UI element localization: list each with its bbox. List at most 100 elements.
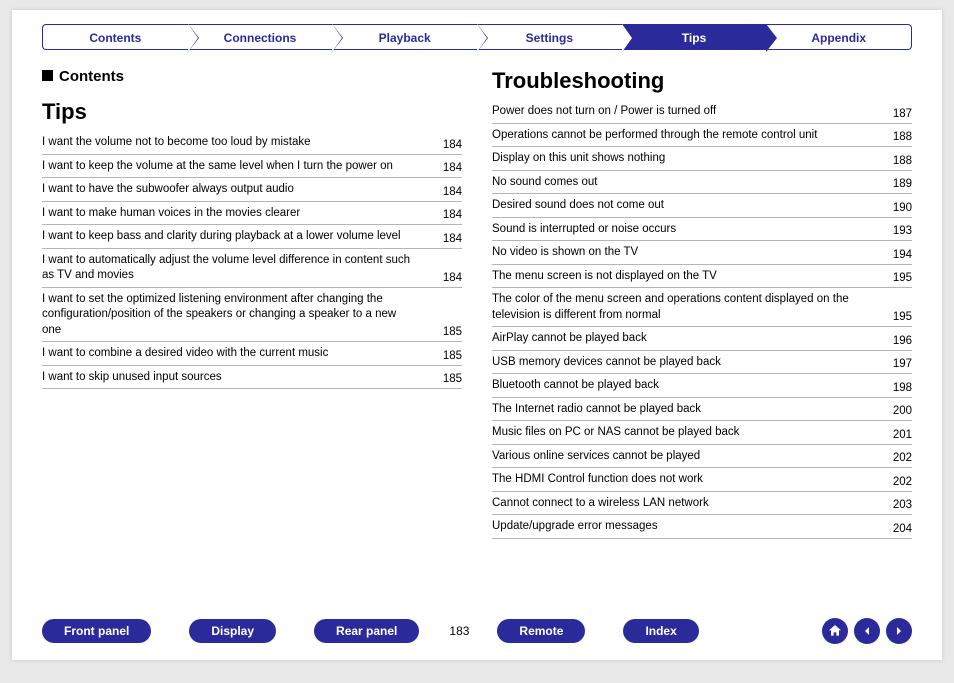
troubleshooting-page: 193 (878, 225, 912, 237)
troubleshooting-page: 188 (878, 131, 912, 143)
troubleshooting-label: Display on this unit shows nothing (492, 151, 868, 167)
tips-list: I want the volume not to become too loud… (42, 131, 462, 389)
content-columns: Contents Tips I want the volume not to b… (12, 50, 942, 539)
troubleshooting-row[interactable]: Bluetooth cannot be played back 198 (492, 374, 912, 398)
troubleshooting-page: 200 (878, 405, 912, 417)
tips-label: I want to skip unused input sources (42, 370, 418, 386)
troubleshooting-row[interactable]: Sound is interrupted or noise occurs 193 (492, 218, 912, 242)
tab-contents[interactable]: Contents (42, 24, 188, 50)
tips-page: 184 (428, 139, 462, 151)
top-tabs: ContentsConnectionsPlaybackSettingsTipsA… (12, 10, 942, 50)
footer-front-panel-button[interactable]: Front panel (42, 619, 151, 643)
right-column: Troubleshooting Power does not turn on /… (492, 60, 912, 539)
tab-appendix[interactable]: Appendix (766, 24, 912, 50)
tab-playback[interactable]: Playback (332, 24, 477, 50)
troubleshooting-row[interactable]: Various online services cannot be played… (492, 445, 912, 469)
troubleshooting-label: Power does not turn on / Power is turned… (492, 104, 868, 120)
footer-index-button[interactable]: Index (623, 619, 698, 643)
tips-row[interactable]: I want to keep bass and clarity during p… (42, 225, 462, 249)
tips-page: 185 (428, 350, 462, 362)
troubleshooting-page: 187 (878, 108, 912, 120)
troubleshooting-page: 204 (878, 523, 912, 535)
troubleshooting-row[interactable]: The Internet radio cannot be played back… (492, 398, 912, 422)
troubleshooting-label: The Internet radio cannot be played back (492, 402, 868, 418)
troubleshooting-page: 197 (878, 358, 912, 370)
tips-label: I want the volume not to become too loud… (42, 135, 418, 151)
troubleshooting-label: The menu screen is not displayed on the … (492, 269, 868, 285)
troubleshooting-row[interactable]: Music files on PC or NAS cannot be playe… (492, 421, 912, 445)
section-marker-text: Contents (59, 68, 124, 85)
troubleshooting-page: 198 (878, 382, 912, 394)
troubleshooting-page: 196 (878, 335, 912, 347)
troubleshooting-row[interactable]: Operations cannot be performed through t… (492, 124, 912, 148)
tips-page: 184 (428, 186, 462, 198)
tips-label: I want to combine a desired video with t… (42, 346, 418, 362)
troubleshooting-label: The HDMI Control function does not work (492, 472, 868, 488)
home-icon[interactable] (822, 618, 848, 644)
troubleshooting-label: Operations cannot be performed through t… (492, 128, 868, 144)
footer-rear-panel-button[interactable]: Rear panel (314, 619, 419, 643)
next-page-icon[interactable] (886, 618, 912, 644)
tips-row[interactable]: I want to set the optimized listening en… (42, 288, 462, 343)
tips-row[interactable]: I want to combine a desired video with t… (42, 342, 462, 366)
troubleshooting-row[interactable]: Desired sound does not come out 190 (492, 194, 912, 218)
tips-page: 184 (428, 162, 462, 174)
footer-left-buttons: Front panel Display Rear panel (42, 619, 457, 643)
tab-settings[interactable]: Settings (477, 24, 622, 50)
tips-label: I want to automatically adjust the volum… (42, 253, 418, 284)
troubleshooting-row[interactable]: USB memory devices cannot be played back… (492, 351, 912, 375)
tips-label: I want to set the optimized listening en… (42, 292, 418, 339)
troubleshooting-row[interactable]: Cannot connect to a wireless LAN network… (492, 492, 912, 516)
footer-bar: Front panel Display Rear panel 183 Remote I… (42, 618, 912, 644)
tips-page: 184 (428, 272, 462, 284)
left-column: Contents Tips I want the volume not to b… (42, 60, 462, 539)
footer-display-button[interactable]: Display (189, 619, 276, 643)
tips-heading: Tips (42, 99, 462, 125)
tips-row[interactable]: I want to make human voices in the movie… (42, 202, 462, 226)
tips-row[interactable]: I want to keep the volume at the same le… (42, 155, 462, 179)
tips-page: 184 (428, 209, 462, 221)
tips-row[interactable]: I want to have the subwoofer always outp… (42, 178, 462, 202)
troubleshooting-page: 190 (878, 202, 912, 214)
tips-page: 184 (428, 233, 462, 245)
troubleshooting-page: 202 (878, 452, 912, 464)
footer-right-buttons: Remote Index (497, 619, 736, 643)
troubleshooting-row[interactable]: Display on this unit shows nothing188 (492, 147, 912, 171)
troubleshooting-row[interactable]: The color of the menu screen and operati… (492, 288, 912, 327)
troubleshooting-page: 195 (878, 311, 912, 323)
tips-row[interactable]: I want to skip unused input sources 185 (42, 366, 462, 390)
troubleshooting-label: Sound is interrupted or noise occurs (492, 222, 868, 238)
troubleshooting-label: Bluetooth cannot be played back (492, 378, 868, 394)
tips-label: I want to make human voices in the movie… (42, 206, 418, 222)
troubleshooting-label: The color of the menu screen and operati… (492, 292, 868, 323)
troubleshooting-label: Update/upgrade error messages (492, 519, 868, 535)
footer-remote-button[interactable]: Remote (497, 619, 585, 643)
troubleshooting-row[interactable]: No sound comes out189 (492, 171, 912, 195)
troubleshooting-label: No video is shown on the TV (492, 245, 868, 261)
troubleshooting-row[interactable]: Power does not turn on / Power is turned… (492, 100, 912, 124)
tips-row[interactable]: I want to automatically adjust the volum… (42, 249, 462, 288)
troubleshooting-row[interactable]: AirPlay cannot be played back196 (492, 327, 912, 351)
troubleshooting-label: Desired sound does not come out (492, 198, 868, 214)
troubleshooting-label: Music files on PC or NAS cannot be playe… (492, 425, 868, 441)
troubleshooting-page: 194 (878, 249, 912, 261)
troubleshooting-page: 195 (878, 272, 912, 284)
tips-label: I want to keep bass and clarity during p… (42, 229, 418, 245)
tips-page: 185 (428, 326, 462, 338)
square-bullet-icon (42, 70, 53, 81)
page-number: 183 (449, 624, 469, 638)
troubleshooting-page: 201 (878, 429, 912, 441)
troubleshooting-label: Various online services cannot be played (492, 449, 868, 465)
prev-page-icon[interactable] (854, 618, 880, 644)
tips-row[interactable]: I want the volume not to become too loud… (42, 131, 462, 155)
troubleshooting-heading: Troubleshooting (492, 68, 912, 94)
troubleshooting-row[interactable]: The menu screen is not displayed on the … (492, 265, 912, 289)
troubleshooting-row[interactable]: Update/upgrade error messages 204 (492, 515, 912, 539)
troubleshooting-label: USB memory devices cannot be played back (492, 355, 868, 371)
tab-tips[interactable]: Tips (622, 24, 767, 50)
section-marker: Contents (42, 68, 462, 85)
tab-connections[interactable]: Connections (188, 24, 333, 50)
tips-page: 185 (428, 373, 462, 385)
troubleshooting-row[interactable]: No video is shown on the TV 194 (492, 241, 912, 265)
troubleshooting-row[interactable]: The HDMI Control function does not work2… (492, 468, 912, 492)
